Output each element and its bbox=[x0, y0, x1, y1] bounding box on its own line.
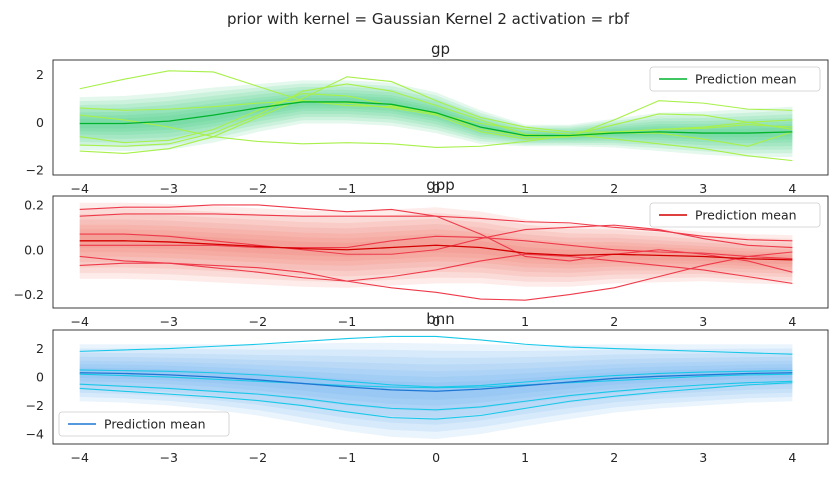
uncertainty-band-5 bbox=[79, 224, 793, 271]
y-tick-label: 0.2 bbox=[24, 197, 44, 212]
x-tick-label: 1 bbox=[521, 450, 529, 465]
legend: Prediction mean bbox=[58, 411, 230, 437]
x-tick-label: −4 bbox=[71, 181, 89, 196]
x-tick-label: 0 bbox=[432, 181, 440, 196]
legend-label: Prediction mean bbox=[104, 417, 206, 432]
y-tick-label: −2 bbox=[26, 163, 44, 178]
sample-line-5 bbox=[79, 251, 793, 301]
sample-line-6 bbox=[79, 114, 793, 148]
x-tick-label: −4 bbox=[71, 450, 89, 465]
x-tick-label: −3 bbox=[160, 181, 178, 196]
x-tick-label: −1 bbox=[338, 181, 356, 196]
panel-title: bnn bbox=[426, 310, 455, 328]
axes-frame bbox=[52, 195, 829, 309]
y-tick-label: 2 bbox=[36, 341, 44, 356]
sample-line-3 bbox=[79, 380, 793, 411]
sample-line-4 bbox=[79, 253, 793, 284]
x-tick-label: −3 bbox=[160, 450, 178, 465]
x-tick-label: −2 bbox=[249, 314, 267, 329]
prediction-mean-line bbox=[79, 101, 793, 137]
uncertainty-band-5 bbox=[79, 360, 793, 412]
uncertainty-band-1 bbox=[79, 80, 793, 158]
panel-bnn: bnn −4 −3 −2 −1 0 1 2 3 4 −4 −2 0 2 Prediction mean bbox=[26, 310, 829, 465]
legend: Prediction mean bbox=[649, 202, 821, 228]
legend-label: Prediction mean bbox=[695, 208, 797, 223]
x-tick-label: 2 bbox=[610, 450, 618, 465]
plot-area bbox=[79, 335, 793, 440]
x-tick-label: 4 bbox=[788, 181, 796, 196]
uncertainty-band-3 bbox=[79, 352, 793, 425]
x-tick-label: 4 bbox=[788, 314, 796, 329]
x-tick-label: 2 bbox=[610, 181, 618, 196]
x-tick-label: −1 bbox=[338, 450, 356, 465]
panel-gp: gp −4 −3 −2 −1 0 1 2 3 4 −2 0 2 Prediction mean bbox=[26, 40, 829, 196]
panel-title: gp bbox=[431, 40, 450, 58]
x-tick-label: −4 bbox=[71, 314, 89, 329]
plot-area bbox=[79, 202, 793, 301]
uncertainty-band-2 bbox=[79, 83, 793, 154]
legend-box bbox=[649, 202, 821, 228]
x-tick-label: 3 bbox=[699, 314, 707, 329]
x-tick-label: 0 bbox=[432, 314, 440, 329]
x-tick-label: 1 bbox=[521, 181, 529, 196]
y-tick-label: 2 bbox=[36, 67, 44, 82]
legend: Prediction mean bbox=[649, 66, 821, 92]
x-tick-label: 0 bbox=[432, 450, 440, 465]
uncertainty-band-2 bbox=[79, 348, 793, 432]
uncertainty-band-5 bbox=[79, 92, 793, 144]
x-tick-label: −2 bbox=[249, 181, 267, 196]
panels: gp −4 −3 −2 −1 0 1 2 3 4 −2 0 2 Prediction mean gpp −4 −… bbox=[14, 40, 829, 465]
x-tick-label: −1 bbox=[338, 314, 356, 329]
sample-line-4 bbox=[79, 83, 793, 147]
y-tick-label: 0 bbox=[36, 370, 44, 385]
x-tick-label: −2 bbox=[249, 450, 267, 465]
legend-box bbox=[58, 411, 230, 437]
sample-line-2 bbox=[79, 100, 793, 147]
x-tick-label: 1 bbox=[521, 314, 529, 329]
sample-line-3 bbox=[79, 224, 793, 255]
sample-line-2 bbox=[79, 373, 793, 389]
y-tick-label: −2 bbox=[26, 398, 44, 413]
prediction-mean-line bbox=[79, 240, 793, 261]
y-tick-label: −0.2 bbox=[14, 287, 44, 302]
figure-suptitle: prior with kernel = Gaussian Kernel 2 ac… bbox=[227, 10, 630, 28]
y-tick-label: 0.0 bbox=[24, 242, 44, 257]
panel-gpp: gpp −4 −3 −2 −1 0 1 2 3 4 −0.2 0.0 0.2 Prediction mea… bbox=[14, 176, 829, 329]
uncertainty-band-6 bbox=[79, 229, 793, 268]
panel-title: gpp bbox=[426, 176, 455, 194]
legend-box bbox=[649, 66, 821, 92]
sample-line-4 bbox=[79, 382, 793, 420]
uncertainty-band-7 bbox=[79, 233, 793, 265]
plot-area bbox=[79, 70, 793, 162]
x-tick-label: 4 bbox=[788, 450, 796, 465]
x-tick-label: 2 bbox=[610, 314, 618, 329]
prediction-mean-line bbox=[79, 372, 793, 392]
x-tick-label: −3 bbox=[160, 314, 178, 329]
x-tick-label: 3 bbox=[699, 181, 707, 196]
uncertainty-band-6 bbox=[79, 95, 793, 141]
y-tick-label: 0 bbox=[36, 115, 44, 130]
sample-line-5 bbox=[79, 369, 793, 388]
axes-frame bbox=[52, 59, 829, 176]
axes-frame bbox=[52, 329, 829, 445]
y-tick-label: −4 bbox=[26, 427, 44, 442]
sample-line-1 bbox=[79, 335, 793, 355]
x-tick-label: 3 bbox=[699, 450, 707, 465]
sample-line-6 bbox=[79, 235, 793, 260]
uncertainty-band-4 bbox=[79, 219, 793, 274]
legend-label: Prediction mean bbox=[695, 72, 797, 87]
